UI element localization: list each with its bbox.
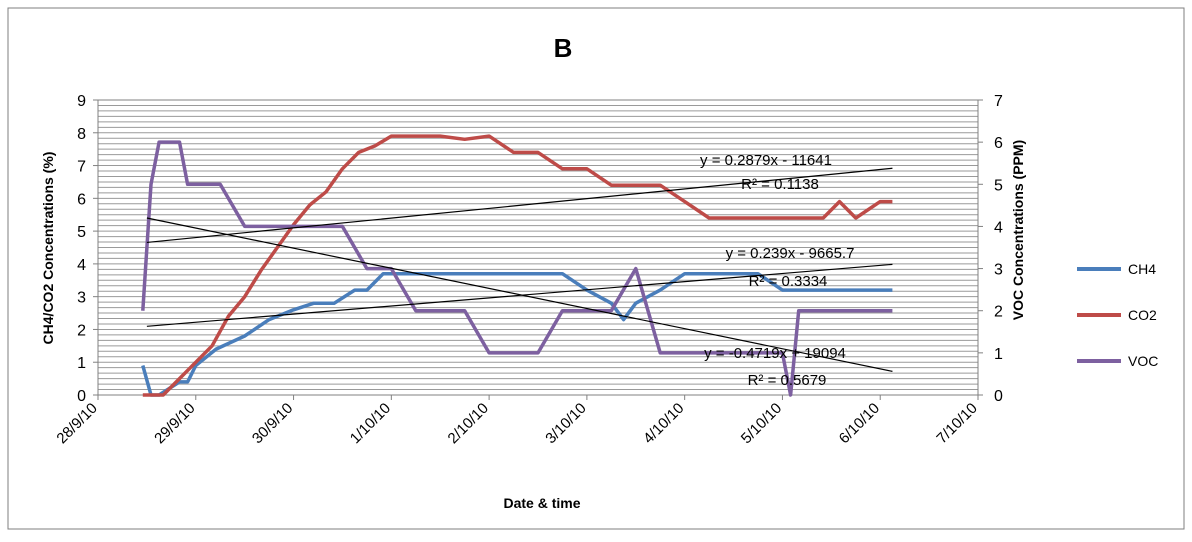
y-right-tick-label: 1 bbox=[994, 346, 1003, 363]
y-right-tick-label: 4 bbox=[994, 219, 1003, 236]
trendlines: y = 0.2879x - 11641 R² = 0.1138 y = 0.239x… bbox=[146, 152, 893, 389]
y-left-tick-label: 7 bbox=[77, 159, 86, 176]
chart-title: B bbox=[554, 33, 573, 63]
x-axis-label: Date & time bbox=[503, 495, 580, 511]
legend-label-co2: CO2 bbox=[1128, 307, 1157, 323]
trendline-equation: y = 0.239x - 9665.7 bbox=[726, 245, 855, 262]
y-axis-label-left: CH4/CO2 Concentrations (%) bbox=[40, 152, 56, 345]
trendline bbox=[146, 263, 893, 327]
chart-border bbox=[7, 7, 1185, 530]
trendline bbox=[146, 167, 893, 244]
legend: CH4 CO2 VOC bbox=[1077, 261, 1158, 369]
y-right-tick-label: 2 bbox=[994, 304, 1003, 321]
trendline-r2: R² = 0.1138 bbox=[741, 176, 819, 193]
y-left-tick-label: 3 bbox=[77, 290, 86, 307]
plot-area-border bbox=[97, 99, 979, 396]
y-right-tick-label: 5 bbox=[994, 177, 1003, 194]
trendline-r2: R² = 0.5679 bbox=[748, 372, 827, 389]
legend-label-ch4: CH4 bbox=[1128, 261, 1156, 277]
y-left-tick-label: 8 bbox=[77, 126, 86, 143]
y-left-tick-label: 4 bbox=[77, 257, 86, 274]
y-left-tick-label: 0 bbox=[77, 388, 86, 405]
y-left-tick-label: 9 bbox=[77, 93, 86, 110]
y-left-tick-label: 5 bbox=[77, 224, 86, 241]
trendline bbox=[146, 217, 893, 372]
series-line-ch4 bbox=[141, 271, 893, 397]
y-right-tick-label: 7 bbox=[994, 93, 1003, 110]
trendline-r2: R² = 0.3334 bbox=[749, 273, 828, 290]
series-line-co2 bbox=[142, 134, 893, 397]
y-left-tick-label: 6 bbox=[77, 191, 86, 208]
y-right-tick-label: 0 bbox=[994, 388, 1003, 405]
y-right-tick-label: 6 bbox=[994, 135, 1003, 152]
series-line-voc bbox=[141, 140, 893, 397]
trendline-equation: y = -0.4719x + 19094 bbox=[704, 345, 846, 362]
y-right-tick-label: 3 bbox=[994, 262, 1003, 279]
trendline-equation: y = 0.2879x - 11641 bbox=[700, 152, 832, 169]
y-axis-label-right: VOC Concentrations (PPM) bbox=[1010, 140, 1026, 320]
series-lines bbox=[141, 134, 893, 397]
y-left-tick-label: 2 bbox=[77, 322, 86, 339]
legend-label-voc: VOC bbox=[1128, 353, 1158, 369]
y-left-tick-label: 1 bbox=[77, 355, 86, 372]
